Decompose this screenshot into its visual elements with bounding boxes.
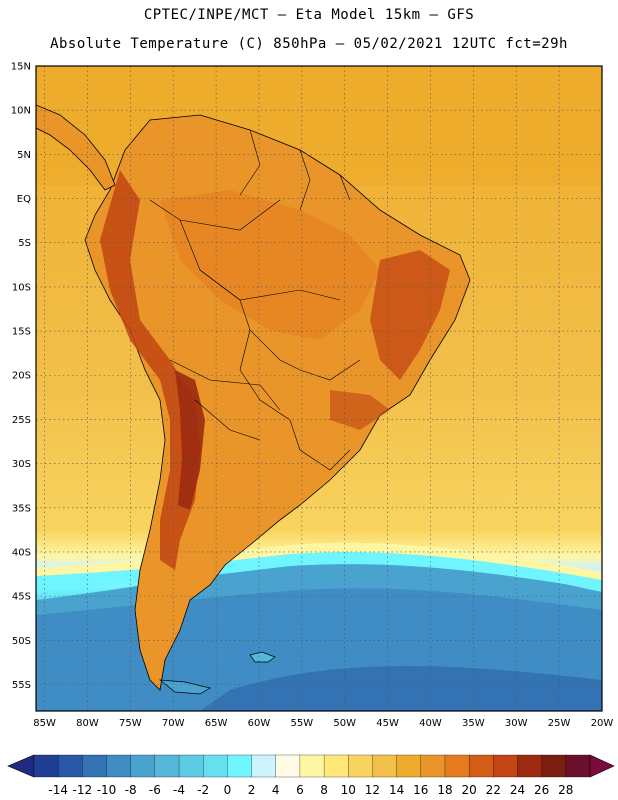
- lon-label: 25W: [548, 718, 571, 729]
- colorbar-tick-label: 24: [510, 783, 525, 797]
- lat-label: EQ: [17, 194, 31, 205]
- andes-hot-core: [175, 370, 205, 510]
- colorbar-swatch: [420, 754, 446, 778]
- amazon-interior-field: [160, 190, 380, 340]
- map-frame: [35, 65, 603, 712]
- lat-label: 55S: [12, 680, 31, 691]
- lat-label: 20S: [12, 371, 31, 382]
- lon-label: 45W: [376, 718, 399, 729]
- lat-label: 35S: [12, 503, 31, 514]
- colorbar-tick-label: 16: [413, 783, 428, 797]
- colorbar-swatch: [154, 754, 180, 778]
- colorbar-tick-label: -4: [173, 783, 185, 797]
- lat-label: 15S: [12, 327, 31, 338]
- tierra-del-fuego: [158, 679, 211, 695]
- colorbar-tick-label: -12: [73, 783, 93, 797]
- lon-label: 40W: [419, 718, 442, 729]
- colorbar-tick-label: 26: [534, 783, 549, 797]
- chart-title: CPTEC/INPE/MCT – Eta Model 15km – GFS: [143, 7, 475, 23]
- lon-label: 30W: [505, 718, 528, 729]
- colorbar-tick-label: -10: [97, 783, 117, 797]
- colorbar-swatch: [58, 754, 83, 778]
- lat-label: 30S: [12, 459, 31, 470]
- lon-label: 80W: [76, 718, 99, 729]
- lat-label: 45S: [12, 592, 31, 603]
- longitude-labels: 85W 80W 75W 70W 65W 60W 55W 50W 45W 40W 35W 30W 25W 2…: [33, 718, 613, 729]
- colorbar-tick-label: 0: [224, 783, 232, 797]
- colorbar-tick-label: 4: [272, 783, 280, 797]
- lat-label: 10N: [11, 106, 31, 117]
- lat-label: 15N: [11, 62, 31, 73]
- colorbar-tick-label: 14: [389, 783, 404, 797]
- lat-label: 10S: [12, 282, 31, 293]
- colorbar-swatch: [468, 754, 494, 778]
- colorbar-tick-label: -2: [197, 783, 209, 797]
- colorbar-swatch: [541, 754, 567, 778]
- lat-label: 5N: [17, 150, 31, 161]
- colorbar-swatch: [517, 754, 543, 778]
- colorbar-tick-label: -14: [48, 783, 68, 797]
- colorbar-tick-label: 2: [248, 783, 256, 797]
- colorbar-swatch: [348, 754, 373, 778]
- lon-label: 55W: [291, 718, 314, 729]
- colorbar-tick-label: 20: [461, 783, 476, 797]
- andes-warm-ridge: [100, 170, 200, 570]
- colorbar-swatch: [33, 754, 59, 778]
- colorbar-swatch: [323, 754, 349, 778]
- colorbar-swatch: [203, 754, 228, 778]
- chart-subtitle: Absolute Temperature (C) 850hPa – 05/02/…: [50, 36, 568, 52]
- lat-label: 40S: [12, 547, 31, 558]
- colorbar-tick-label: 10: [341, 783, 356, 797]
- southern-coldest-band: [200, 666, 602, 711]
- colorbar-tick-label: 8: [320, 783, 328, 797]
- colorbar-swatch: [396, 754, 422, 778]
- lon-label: 60W: [248, 718, 271, 729]
- colorbar-swatch: [178, 754, 204, 778]
- colorbar-tick-label: 6: [296, 783, 304, 797]
- colorbar-swatch: [493, 754, 518, 778]
- colorbar: -14 -12 -10 -8 -6 -4 -2 0 2 4 6 8 10 12 14 16 18 20 22 24 26…: [7, 754, 615, 797]
- lon-label: 50W: [333, 718, 356, 729]
- colorbar-swatch: [130, 754, 156, 778]
- cold-front-band: [36, 549, 602, 590]
- falkland-islands: [249, 651, 276, 663]
- latitude-labels: 15N 10N 5N EQ 5S 10S 15S 20S 25S 30S 35S 40S 45S 50S 5…: [11, 62, 31, 691]
- colorbar-swatch: [82, 754, 107, 778]
- lon-label: 65W: [205, 718, 228, 729]
- country-borders: [149, 129, 361, 471]
- colorbar-over-arrow: [589, 754, 615, 778]
- map-field: [36, 66, 602, 711]
- colorbar-under-arrow: [7, 754, 35, 778]
- colorbar-swatch: [251, 754, 277, 778]
- colorbar-tick-label: 22: [486, 783, 501, 797]
- colorbar-swatch: [444, 754, 470, 778]
- colorbar-tick-label: -6: [149, 783, 161, 797]
- lon-label: 70W: [162, 718, 185, 729]
- colorbar-swatch: [565, 754, 591, 778]
- lon-label: 75W: [119, 718, 142, 729]
- colorbar-tick-label: 28: [558, 783, 573, 797]
- lon-label: 20W: [591, 718, 614, 729]
- northeast-brazil-warm-field: [370, 250, 450, 380]
- colorbar-tick-label: 18: [437, 783, 452, 797]
- lat-label: 5S: [18, 238, 31, 249]
- lon-label: 85W: [33, 718, 56, 729]
- colorbar-swatch: [275, 754, 301, 778]
- colorbar-swatch: [227, 754, 253, 778]
- colorbar-swatch: [372, 754, 398, 778]
- colorbar-swatch: [106, 754, 132, 778]
- lat-label: 50S: [12, 636, 31, 647]
- colorbar-swatch: [299, 754, 325, 778]
- colorbar-tick-label: 12: [365, 783, 380, 797]
- lat-label: 25S: [12, 415, 31, 426]
- central-america-landmass: [36, 104, 116, 191]
- colorbar-tick-label: -8: [125, 783, 137, 797]
- lon-label: 35W: [462, 718, 485, 729]
